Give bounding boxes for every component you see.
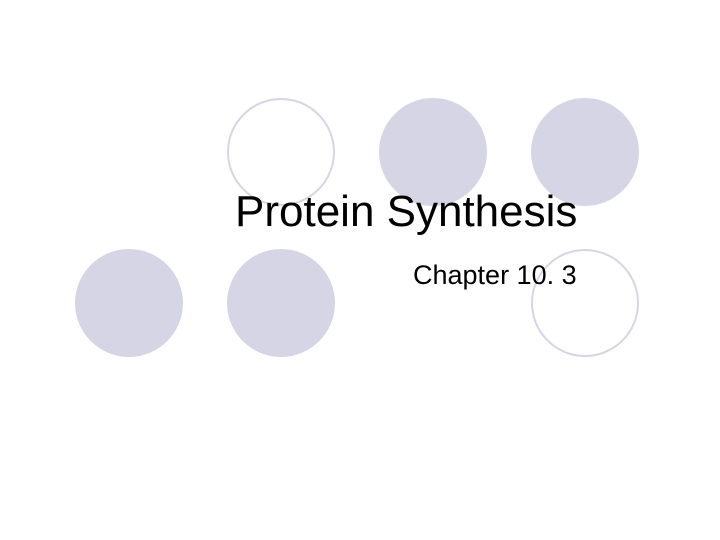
decorative-circle-4	[75, 249, 183, 357]
decorative-circle-5	[227, 249, 335, 357]
slide-title: Protein Synthesis	[235, 187, 577, 237]
slide-subtitle: Chapter 10. 3	[413, 260, 577, 291]
